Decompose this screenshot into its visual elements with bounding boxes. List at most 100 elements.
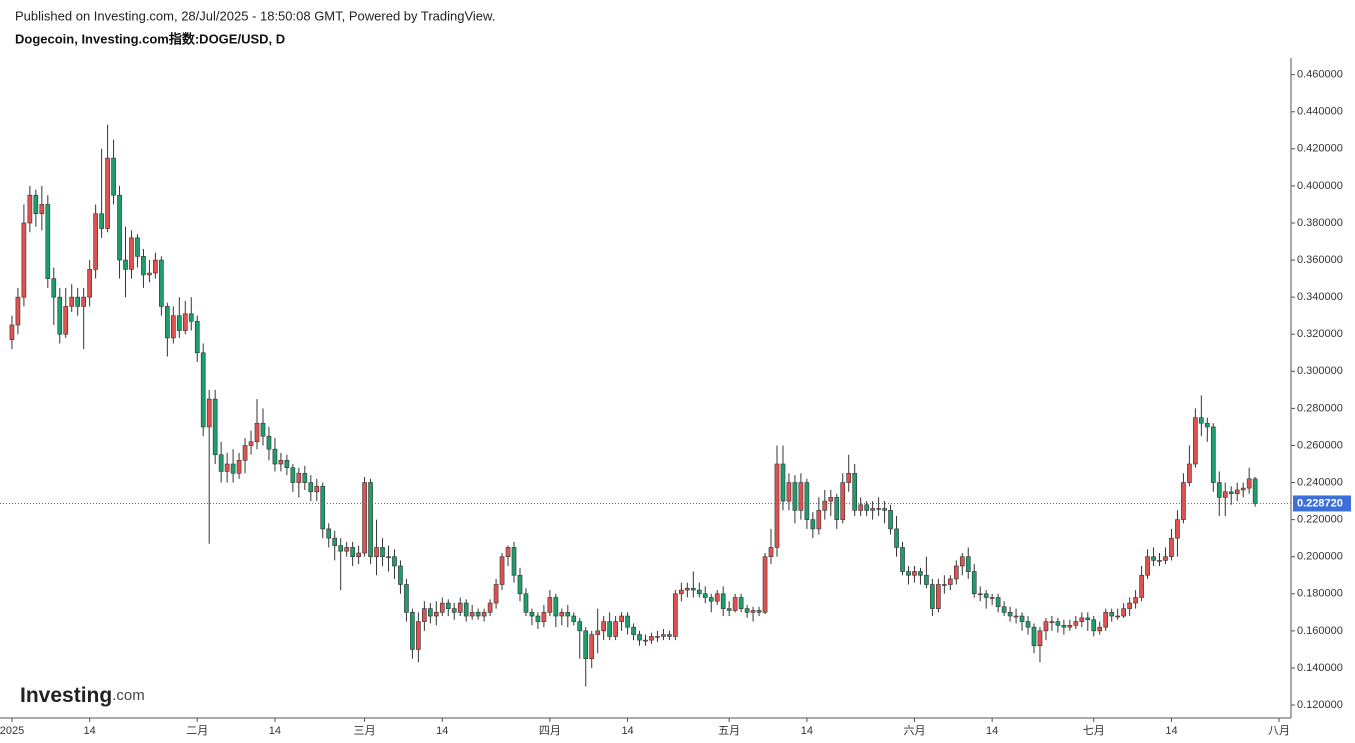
y-tick-label: 0.240000 xyxy=(1297,476,1343,488)
candle-body xyxy=(290,467,296,483)
price-label: 0.228720 xyxy=(1297,497,1343,509)
candle-body xyxy=(1109,612,1115,617)
candle-body xyxy=(1157,560,1162,562)
candle-body xyxy=(392,556,397,567)
candle-body xyxy=(983,593,989,598)
candle-body xyxy=(529,612,535,617)
candle-body xyxy=(1252,478,1258,504)
candle-body xyxy=(989,597,995,599)
candle-body xyxy=(894,528,899,548)
logo-name: Investing xyxy=(20,684,112,707)
candle-body xyxy=(481,612,487,617)
x-tick-label: 14 xyxy=(1165,725,1177,737)
candle-body xyxy=(553,597,559,617)
candle-body xyxy=(1204,422,1210,428)
candle-body xyxy=(332,537,338,546)
candle-body xyxy=(87,269,92,298)
candle-body xyxy=(9,324,15,341)
candle-body xyxy=(278,460,284,465)
candle-body xyxy=(188,313,194,322)
candle-body xyxy=(302,472,308,483)
candle-body xyxy=(505,547,511,558)
candle-body xyxy=(224,463,230,472)
y-tick-label: 0.360000 xyxy=(1297,254,1343,266)
candle-body xyxy=(971,571,977,595)
candle-body xyxy=(583,630,589,659)
candle-body xyxy=(667,634,672,637)
candle-body xyxy=(738,597,744,609)
candle-body xyxy=(1199,417,1204,424)
candle-body xyxy=(1181,482,1186,520)
candle-body xyxy=(170,315,176,339)
candle-body xyxy=(21,222,27,298)
candle-body xyxy=(272,448,278,465)
candles xyxy=(9,124,1258,687)
candle-body xyxy=(326,528,332,539)
candle-body xyxy=(111,157,116,196)
candle-body xyxy=(398,565,403,585)
candle-body xyxy=(810,519,816,530)
candle-body xyxy=(511,547,517,576)
candle-body xyxy=(63,306,69,335)
candle-body xyxy=(876,508,881,510)
x-tick-label: 14 xyxy=(436,725,448,737)
candle-body xyxy=(433,612,439,617)
candle-body xyxy=(69,296,75,307)
candle-body xyxy=(828,497,834,502)
candle-body xyxy=(218,454,224,472)
candle-body xyxy=(194,320,200,354)
candle-body xyxy=(236,460,242,474)
candle-body xyxy=(362,482,367,554)
candle-body xyxy=(314,485,320,493)
x-tick-label: 2025 xyxy=(0,725,24,737)
logo-suffix: .com xyxy=(112,687,145,704)
candle-body xyxy=(1133,597,1138,604)
candle-body xyxy=(1187,463,1192,483)
candle-body xyxy=(619,615,624,622)
candle-body xyxy=(1043,621,1049,632)
y-tick-label: 0.220000 xyxy=(1297,514,1343,526)
candle-body xyxy=(858,504,863,511)
candle-body xyxy=(924,574,929,585)
candle-body xyxy=(200,352,206,428)
candle-body xyxy=(469,612,475,617)
candle-body xyxy=(840,482,846,520)
candle-body xyxy=(1145,556,1150,576)
candle-body xyxy=(422,608,427,622)
candle-body xyxy=(206,398,212,428)
candle-body xyxy=(1079,617,1085,622)
candle-body xyxy=(649,636,654,641)
candle-body xyxy=(260,422,266,437)
candle-body xyxy=(673,593,678,637)
candle-body xyxy=(1115,615,1121,618)
candle-body xyxy=(1139,574,1144,598)
candle-body xyxy=(356,552,361,558)
candle-body xyxy=(457,602,463,613)
candle-body xyxy=(565,612,571,617)
candle-body xyxy=(1025,621,1031,628)
candle-body xyxy=(368,482,373,558)
logo: Investing.com xyxy=(20,684,145,707)
candle-body xyxy=(135,237,140,257)
y-tick-label: 0.160000 xyxy=(1297,625,1343,637)
candle-body xyxy=(1019,615,1025,622)
candle-body xyxy=(308,482,314,493)
candle-body xyxy=(1091,619,1097,632)
candle-body xyxy=(732,597,738,611)
candle-body xyxy=(1222,491,1228,498)
candle-body xyxy=(607,621,612,637)
candle-body xyxy=(1228,491,1234,494)
candle-body xyxy=(631,626,636,635)
candle-body xyxy=(176,315,182,331)
candle-body xyxy=(977,593,983,596)
candle-body xyxy=(708,597,714,602)
candle-body xyxy=(798,482,804,511)
candle-body xyxy=(380,547,385,558)
candle-body xyxy=(864,504,869,511)
candle-body xyxy=(487,602,493,613)
candle-body xyxy=(959,556,965,567)
candle-body xyxy=(266,435,272,450)
candle-body xyxy=(386,556,391,559)
candle-body xyxy=(714,593,720,602)
